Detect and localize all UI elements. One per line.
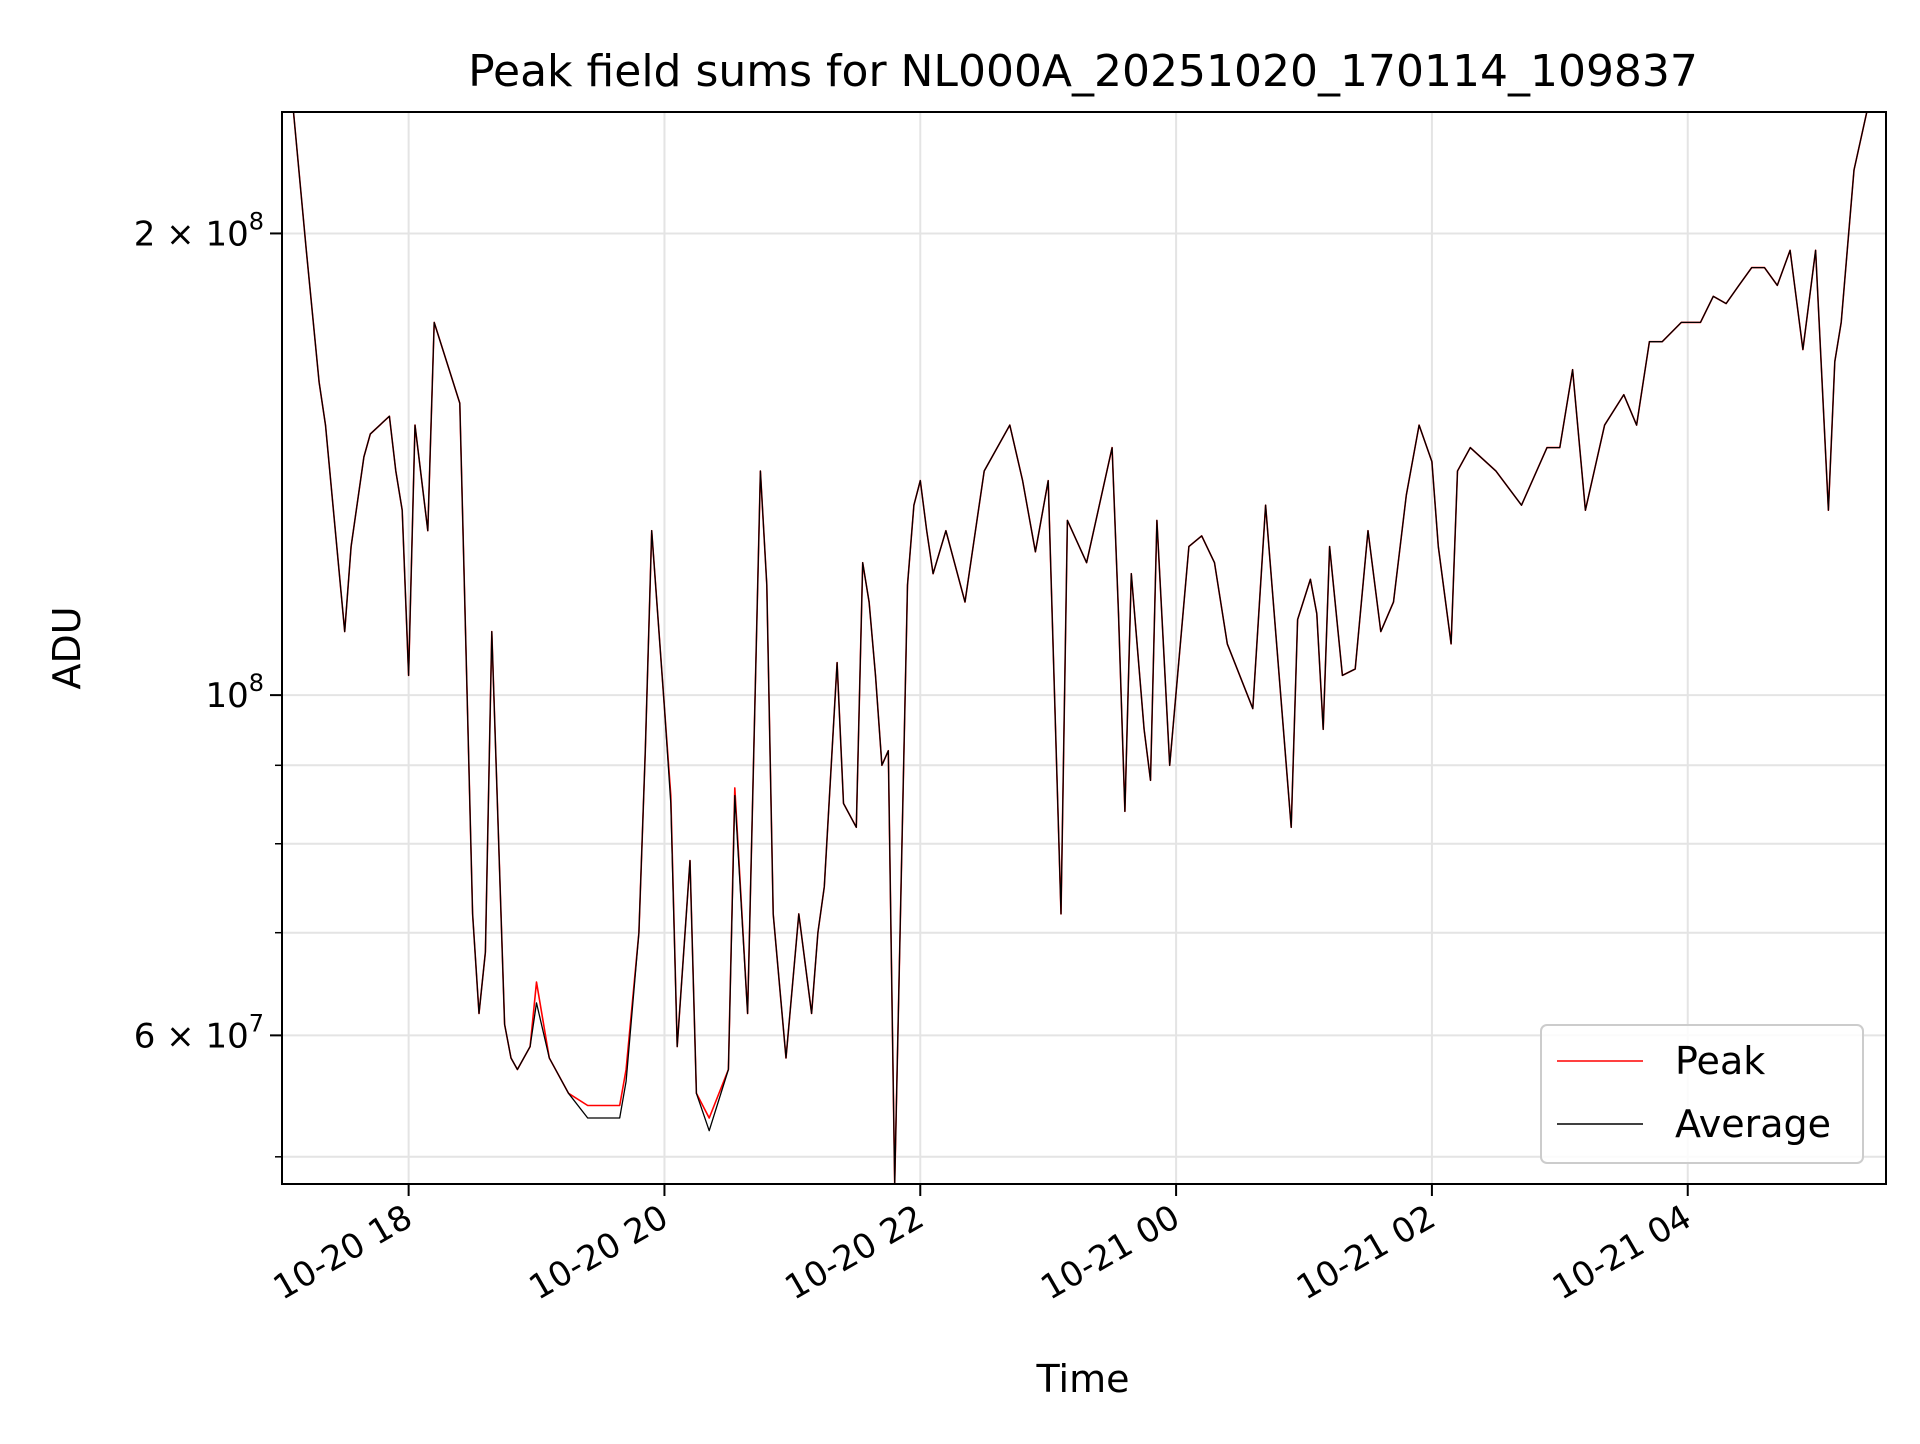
y-tick-label-exponent: 7	[249, 1009, 264, 1037]
y-tick-label: 2 × 108	[134, 207, 264, 254]
legend-peak-label: Peak	[1675, 1039, 1765, 1083]
y-tick-label-exponent: 8	[249, 207, 264, 235]
plot-frame	[281, 111, 1887, 1185]
y-tick-label: 108	[205, 669, 264, 716]
series-line-average	[292, 112, 1868, 1184]
series-layer	[292, 112, 1868, 1184]
y-axis-label: ADU	[45, 606, 89, 689]
y-tick-label-exponent: 8	[249, 669, 264, 697]
x-axis-label: Time	[1036, 1357, 1130, 1401]
legend-average-label: Average	[1675, 1102, 1831, 1146]
y-tick-label-base: 10	[205, 676, 248, 716]
y-tick-label-base: 2 × 10	[134, 214, 249, 254]
legend-box	[1540, 1024, 1864, 1164]
legend: Peak Average	[1540, 1024, 1864, 1164]
y-tick-label: 6 × 107	[134, 1009, 264, 1056]
chart-title: Peak field sums for NL000A_20251020_1701…	[468, 46, 1698, 97]
y-tick-label-base: 6 × 10	[134, 1016, 249, 1056]
